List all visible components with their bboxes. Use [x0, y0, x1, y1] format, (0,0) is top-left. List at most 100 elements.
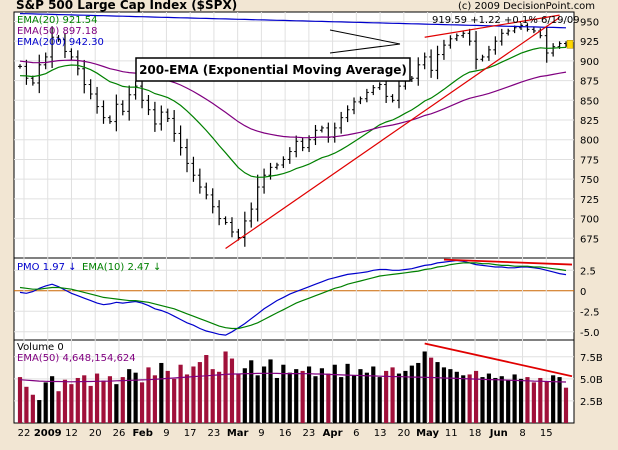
volume-bar — [557, 377, 562, 423]
x-tick-label: 23 — [303, 428, 316, 439]
chart-title: S&P 500 Large Cap Index ($SPX) — [16, 0, 237, 12]
price-tick-label: 750 — [580, 175, 599, 186]
volume-bar — [551, 375, 556, 423]
volume-bar — [306, 366, 312, 423]
legend-pmo-ema: EMA(10) 2.47 ↓ — [82, 262, 161, 273]
volume-bars — [17, 351, 569, 423]
x-tick-label: 15 — [540, 428, 553, 439]
volume-bar — [473, 370, 479, 423]
volume-tick-label: 7.5B — [580, 353, 603, 364]
volume-bar — [236, 374, 241, 423]
volume-bar — [544, 381, 549, 423]
volume-bar — [120, 377, 125, 423]
volume-bar — [184, 374, 190, 423]
volume-bar — [281, 364, 286, 423]
volume-bar — [422, 351, 427, 423]
volume-bar — [351, 375, 357, 423]
volume-bar — [416, 362, 421, 423]
volume-bar — [217, 371, 222, 423]
price-tick-label: 825 — [580, 116, 599, 127]
volume-bar — [210, 369, 215, 423]
volume-bar — [461, 375, 466, 423]
volume-bar — [371, 366, 376, 423]
x-tick-label: 18 — [469, 428, 482, 439]
volume-bar — [467, 374, 472, 423]
ema200-line — [19, 13, 567, 29]
volume-bar — [538, 377, 543, 423]
pmo-divergence-line — [443, 258, 573, 266]
volume-bar — [409, 365, 414, 423]
volume-bar — [204, 355, 209, 423]
price-tick-label: 875 — [580, 77, 599, 88]
annotation-pointer — [329, 29, 401, 45]
volume-bar — [294, 369, 299, 423]
volume-bar — [480, 377, 485, 423]
volume-bar — [493, 377, 498, 423]
volume-bar — [332, 364, 337, 423]
volume-bar — [172, 378, 177, 423]
volume-bar — [326, 373, 331, 423]
pmo-line — [19, 259, 567, 336]
volume-bar — [268, 359, 273, 423]
price-tick-label: 950 — [580, 17, 599, 28]
volume-bar — [255, 375, 260, 423]
pmo-tick-label: -2.5 — [580, 307, 600, 318]
volume-bar — [101, 380, 106, 423]
x-tick-label: 6 — [353, 428, 359, 439]
x-tick-label: 20 — [89, 428, 102, 439]
legend-ema50: EMA(50) 897.18 — [17, 26, 98, 37]
last-quote: 919.59 +1.22 +0.1% 6/19/09 — [432, 15, 580, 26]
x-tick-label: 9 — [163, 428, 169, 439]
volume-bar — [518, 378, 524, 423]
volume-bar — [82, 375, 87, 423]
volume-bar — [384, 370, 389, 423]
price-top-trendline — [424, 14, 560, 38]
volume-bar — [62, 379, 68, 423]
x-tick-label: 8 — [519, 428, 525, 439]
volume-tick-label: 5.0B — [580, 375, 603, 386]
price-tick-label: 850 — [580, 96, 599, 107]
pmo-lines — [19, 259, 567, 336]
volume-bar — [191, 366, 196, 423]
volume-bar — [287, 372, 292, 423]
volume-bar — [159, 362, 164, 423]
price-bars — [18, 23, 568, 247]
last-price-marker — [566, 40, 574, 49]
x-tick-label: 12 — [65, 428, 78, 439]
volume-bar — [563, 387, 569, 423]
volume-bar — [249, 360, 254, 423]
legend-pmo: PMO 1.97 ↓ — [17, 262, 77, 273]
copyright-text: (c) 2009 DecisionPoint.com — [458, 1, 595, 12]
price-tick-label: 900 — [580, 57, 599, 68]
volume-ema-line — [19, 372, 567, 383]
x-tick-label: 16 — [279, 428, 292, 439]
volume-bar — [274, 377, 280, 423]
legend-ema20: EMA(20) 921.54 — [17, 15, 98, 26]
volume-bar — [165, 370, 170, 423]
volume-bar — [69, 384, 74, 423]
volume-bar — [403, 370, 408, 423]
volume-bar — [531, 382, 536, 423]
volume-bar — [242, 368, 247, 423]
price-tick-label: 675 — [580, 234, 599, 245]
volume-bar — [107, 376, 113, 423]
pmo-tick-label: 2.5 — [580, 266, 596, 277]
moving-average-lines — [19, 13, 567, 178]
x-tick-label: Jun — [489, 428, 508, 439]
volume-bar — [319, 368, 324, 423]
volume-bar — [139, 382, 145, 423]
volume-bar — [435, 362, 440, 423]
volume-bar — [43, 382, 48, 423]
volume-bar — [30, 394, 35, 423]
volume-bar — [229, 358, 235, 423]
x-tick-label: 17 — [184, 428, 197, 439]
annotation-text: 200-EMA (Exponential Moving Average) — [139, 63, 407, 77]
volume-tick-label: 2.5B — [580, 397, 603, 408]
volume-bar — [390, 367, 395, 423]
volume-bar — [345, 363, 350, 423]
x-tick-label: 23 — [208, 428, 221, 439]
volume-bar — [50, 376, 55, 423]
trendlines — [225, 14, 574, 378]
legend-volume-ema: EMA(50) 4,648,154,624 — [17, 353, 136, 364]
